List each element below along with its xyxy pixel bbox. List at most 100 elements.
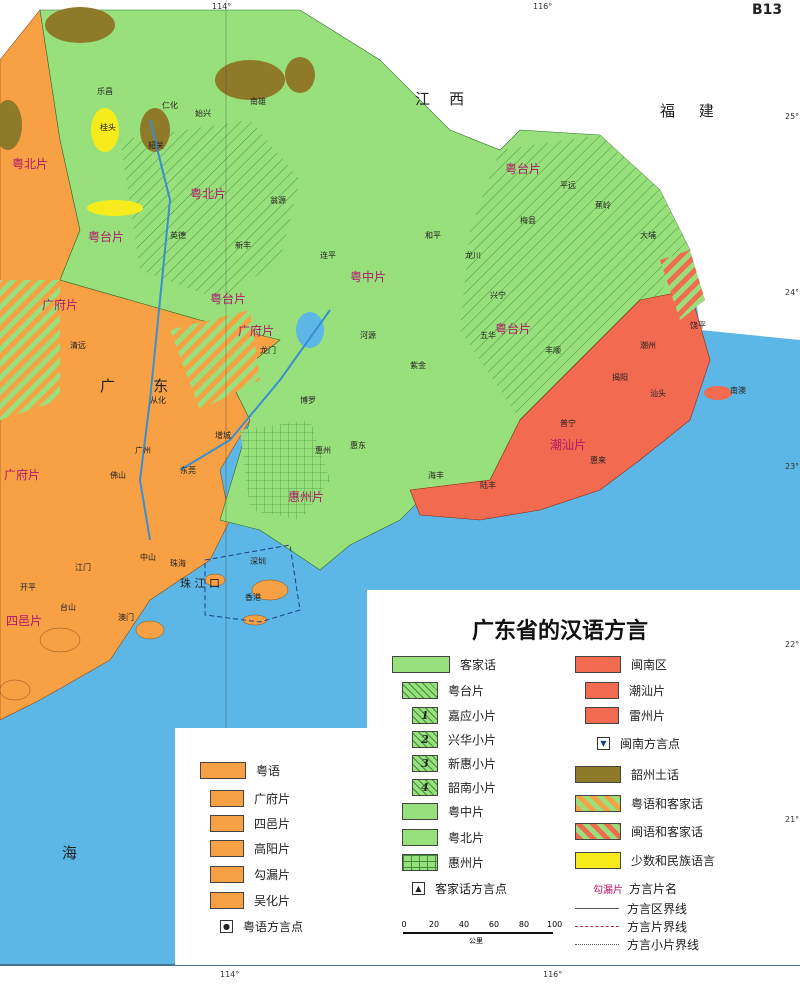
coord-lat: 24°: [785, 288, 800, 297]
city-label: 东莞: [180, 466, 196, 475]
scale-tick: 100: [547, 920, 563, 929]
swatch: 4: [412, 779, 438, 796]
city-label: 从化: [150, 396, 166, 405]
legend-label: 粤中片: [448, 805, 485, 819]
city-label: 河源: [360, 331, 376, 340]
swatch: [575, 795, 621, 812]
legend-label: 闽南区: [631, 658, 668, 672]
scale-tick: 40: [458, 920, 470, 929]
city-label: 惠东: [350, 441, 366, 450]
city-label: 江门: [75, 563, 91, 572]
legend-line-name: 勾漏片 方言片名: [575, 880, 677, 897]
legend-item: 粤中片: [392, 803, 484, 820]
label-yuebei: 粤北片: [12, 157, 49, 171]
subarea-number: 2: [421, 733, 429, 746]
city-label: 香港: [245, 593, 261, 602]
city-label: 蕉岭: [595, 201, 611, 210]
swatch: [402, 829, 438, 846]
legend-label: 方言小片界线: [627, 938, 700, 952]
legend-label: 闽南方言点: [620, 737, 681, 751]
label-zhujiang: 珠 江 口: [180, 577, 220, 590]
legend-label: 方言片名: [629, 882, 678, 896]
coord-lon: 114°: [212, 2, 232, 11]
city-label: 梅县: [520, 216, 536, 225]
page-code: B13: [752, 2, 783, 18]
coord-lat: 25°: [785, 112, 800, 121]
legend-label: 勾漏片: [254, 868, 291, 882]
city-label: 韶关: [148, 141, 164, 150]
label-guangfu: 广府片: [4, 468, 41, 482]
city-label: 广州: [135, 446, 151, 455]
city-label: 清远: [70, 341, 86, 350]
swatch: [585, 707, 619, 724]
island-nanao: [704, 386, 732, 400]
city-label: 平远: [560, 181, 576, 190]
legend-label: 客家话方言点: [435, 882, 508, 896]
area-minority: [87, 200, 143, 216]
area-yuetai: [460, 135, 690, 420]
city-label: 英德: [170, 231, 186, 240]
subarea-number: 3: [421, 757, 429, 770]
legend-label: 粤北片: [448, 831, 485, 845]
city-label: 博罗: [300, 396, 316, 405]
area-shaozhou: [285, 57, 315, 93]
swatch: [575, 823, 621, 840]
swatch: 2: [412, 731, 438, 748]
city-label: 丰顺: [545, 346, 561, 355]
legend-label: 新惠小片: [448, 757, 497, 771]
legend-item: 少数和民族语言: [575, 852, 715, 869]
swatch: [402, 854, 438, 871]
legend-item: 闽语和客家话: [575, 823, 703, 840]
legend-item: 雷州片: [575, 707, 665, 724]
legend-item: 粤台片: [392, 682, 484, 699]
city-label: 深圳: [250, 557, 266, 566]
legend-label: 韶南小片: [448, 781, 497, 795]
coord-lat: 23°: [785, 462, 800, 471]
legend-item: 2 兴华小片: [392, 731, 496, 748]
swatch: [402, 803, 438, 820]
area-minority: [91, 108, 119, 152]
area-shaozhou: [215, 60, 285, 100]
swatch: [392, 656, 450, 673]
city-label: 大埔: [640, 231, 656, 240]
legend-item: 粤北片: [392, 829, 484, 846]
legend-label: 广府片: [254, 792, 291, 806]
legend-item: ▲ 客家话方言点: [392, 880, 507, 897]
legend-item: 吴化片: [198, 892, 290, 909]
label-yuetai: 粤台片: [505, 162, 542, 176]
label-yuebei: 粤北片: [190, 187, 227, 201]
label-guangfu: 广府片: [42, 298, 79, 312]
city-label: 龙川: [465, 251, 481, 260]
area-shaozhou: [140, 108, 170, 152]
area-min-hakka: [660, 250, 705, 320]
city-label: 南雄: [250, 97, 266, 106]
city-label: 桂头: [100, 123, 116, 132]
river: [138, 119, 172, 541]
dashed-line: [575, 926, 619, 927]
legend-item: ● 粤语方言点: [198, 918, 303, 935]
city-label: 揭阳: [612, 373, 628, 382]
area-yue-hakka-2: [170, 310, 260, 410]
swatch: [210, 892, 244, 909]
city-label: 和平: [425, 231, 441, 240]
legend-label: 客家话: [460, 658, 497, 672]
legend-item: 粤语和客家话: [575, 795, 703, 812]
area-shaozhou: [45, 7, 115, 43]
area-yue-hakka: [0, 280, 60, 420]
swatch: [575, 852, 621, 869]
city-label: 仁化: [162, 101, 178, 110]
legend-label: 高阳片: [254, 842, 291, 856]
label-yuetai: 粤台片: [495, 322, 532, 336]
city-label: 紫金: [410, 361, 426, 370]
map-title: 广东省的汉语方言: [472, 619, 649, 644]
label-yuetai: 粤台片: [88, 230, 125, 244]
swatch: [402, 682, 438, 699]
city-label: 潮州: [640, 341, 656, 350]
city-label: 佛山: [110, 471, 126, 480]
city-label: 台山: [60, 603, 76, 612]
swatch: [210, 790, 244, 807]
lake: [296, 312, 324, 348]
legend-label: 韶州土话: [631, 768, 680, 782]
coord-lon: 116°: [543, 970, 563, 979]
